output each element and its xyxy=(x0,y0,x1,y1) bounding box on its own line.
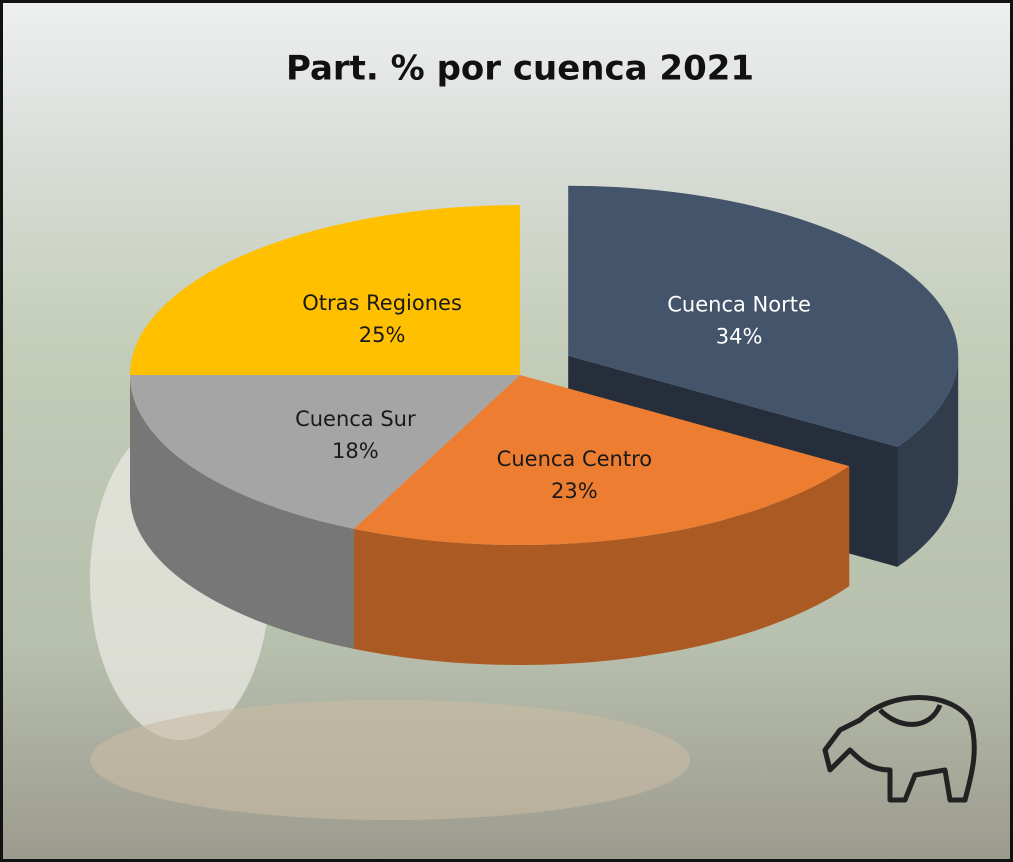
slice-side xyxy=(353,466,850,665)
data-label-name: Cuenca Centro xyxy=(497,447,652,471)
slice xyxy=(130,375,520,529)
stand-shape xyxy=(90,700,690,820)
data-label-name: Otras Regiones xyxy=(302,291,462,315)
chart-title: Part. % por cuenca 2021 xyxy=(286,49,754,89)
slice-side xyxy=(130,375,354,649)
pie: Cuenca Norte 34% Cuenca Centro 23% Cuenca Su… xyxy=(130,185,959,665)
slice xyxy=(568,185,959,447)
data-label-name: Cuenca Norte xyxy=(667,293,811,317)
data-label-name: Cuenca Sur xyxy=(295,407,416,431)
slice xyxy=(130,205,520,375)
data-label-value: 34% xyxy=(716,325,763,349)
slice xyxy=(353,375,850,545)
cow-icon xyxy=(822,695,977,803)
data-label-value: 18% xyxy=(332,439,379,463)
data-label-value: 23% xyxy=(551,479,598,503)
slice-side xyxy=(897,355,959,567)
data-label-value: 25% xyxy=(359,323,406,347)
